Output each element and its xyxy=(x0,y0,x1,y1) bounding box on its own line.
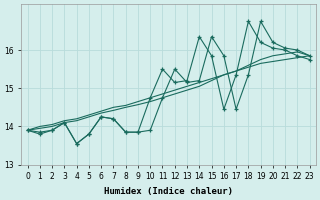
X-axis label: Humidex (Indice chaleur): Humidex (Indice chaleur) xyxy=(104,187,233,196)
